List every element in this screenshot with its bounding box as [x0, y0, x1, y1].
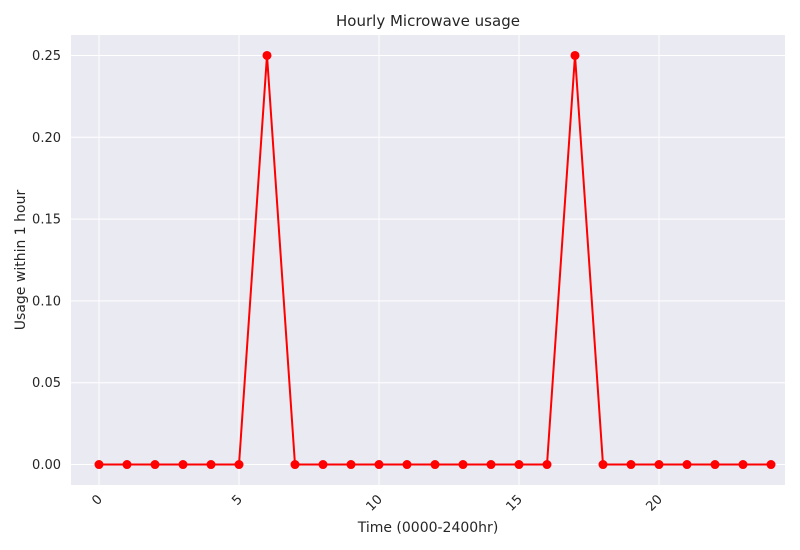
x-axis-ticks: 0 5 10 15 20	[89, 492, 665, 514]
data-point	[710, 460, 720, 470]
x-tick-label: 5	[229, 492, 245, 508]
x-axis-label: Time (0000-2400hr)	[357, 520, 499, 536]
data-point	[150, 460, 160, 470]
y-tick-label: 0.20	[32, 131, 61, 146]
y-axis-label: Usage within 1 hour	[13, 190, 29, 331]
chart-title: Hourly Microwave usage	[336, 12, 520, 30]
data-point	[682, 460, 692, 470]
data-point	[346, 460, 356, 470]
data-point	[94, 460, 104, 470]
y-tick-label: 0.00	[32, 458, 61, 473]
y-tick-label: 0.05	[32, 376, 61, 391]
x-tick-label: 10	[364, 492, 386, 514]
data-point	[178, 460, 188, 470]
data-point	[402, 460, 412, 470]
data-point	[430, 460, 440, 470]
data-point	[542, 460, 552, 470]
data-point	[122, 460, 132, 470]
data-point	[374, 460, 384, 470]
data-point	[290, 460, 300, 470]
series-layer	[94, 50, 776, 470]
data-point	[262, 50, 272, 60]
data-point	[766, 460, 776, 470]
x-tick-label: 20	[644, 492, 666, 514]
data-point	[570, 50, 580, 60]
data-point	[486, 460, 496, 470]
x-tick-label: 0	[89, 492, 105, 508]
y-tick-label: 0.10	[32, 294, 61, 309]
data-point	[206, 460, 216, 470]
data-point	[738, 460, 748, 470]
data-point	[234, 460, 244, 470]
data-point	[598, 460, 608, 470]
data-point	[514, 460, 524, 470]
y-axis-ticks: 0.00 0.05 0.10 0.15 0.20 0.25	[32, 49, 61, 473]
data-point	[318, 460, 328, 470]
plot-area	[71, 35, 785, 485]
data-point	[458, 460, 468, 470]
y-tick-label: 0.25	[32, 49, 61, 64]
y-tick-label: 0.15	[32, 213, 61, 228]
x-tick-label: 15	[504, 492, 526, 514]
data-point	[626, 460, 636, 470]
data-point	[654, 460, 664, 470]
